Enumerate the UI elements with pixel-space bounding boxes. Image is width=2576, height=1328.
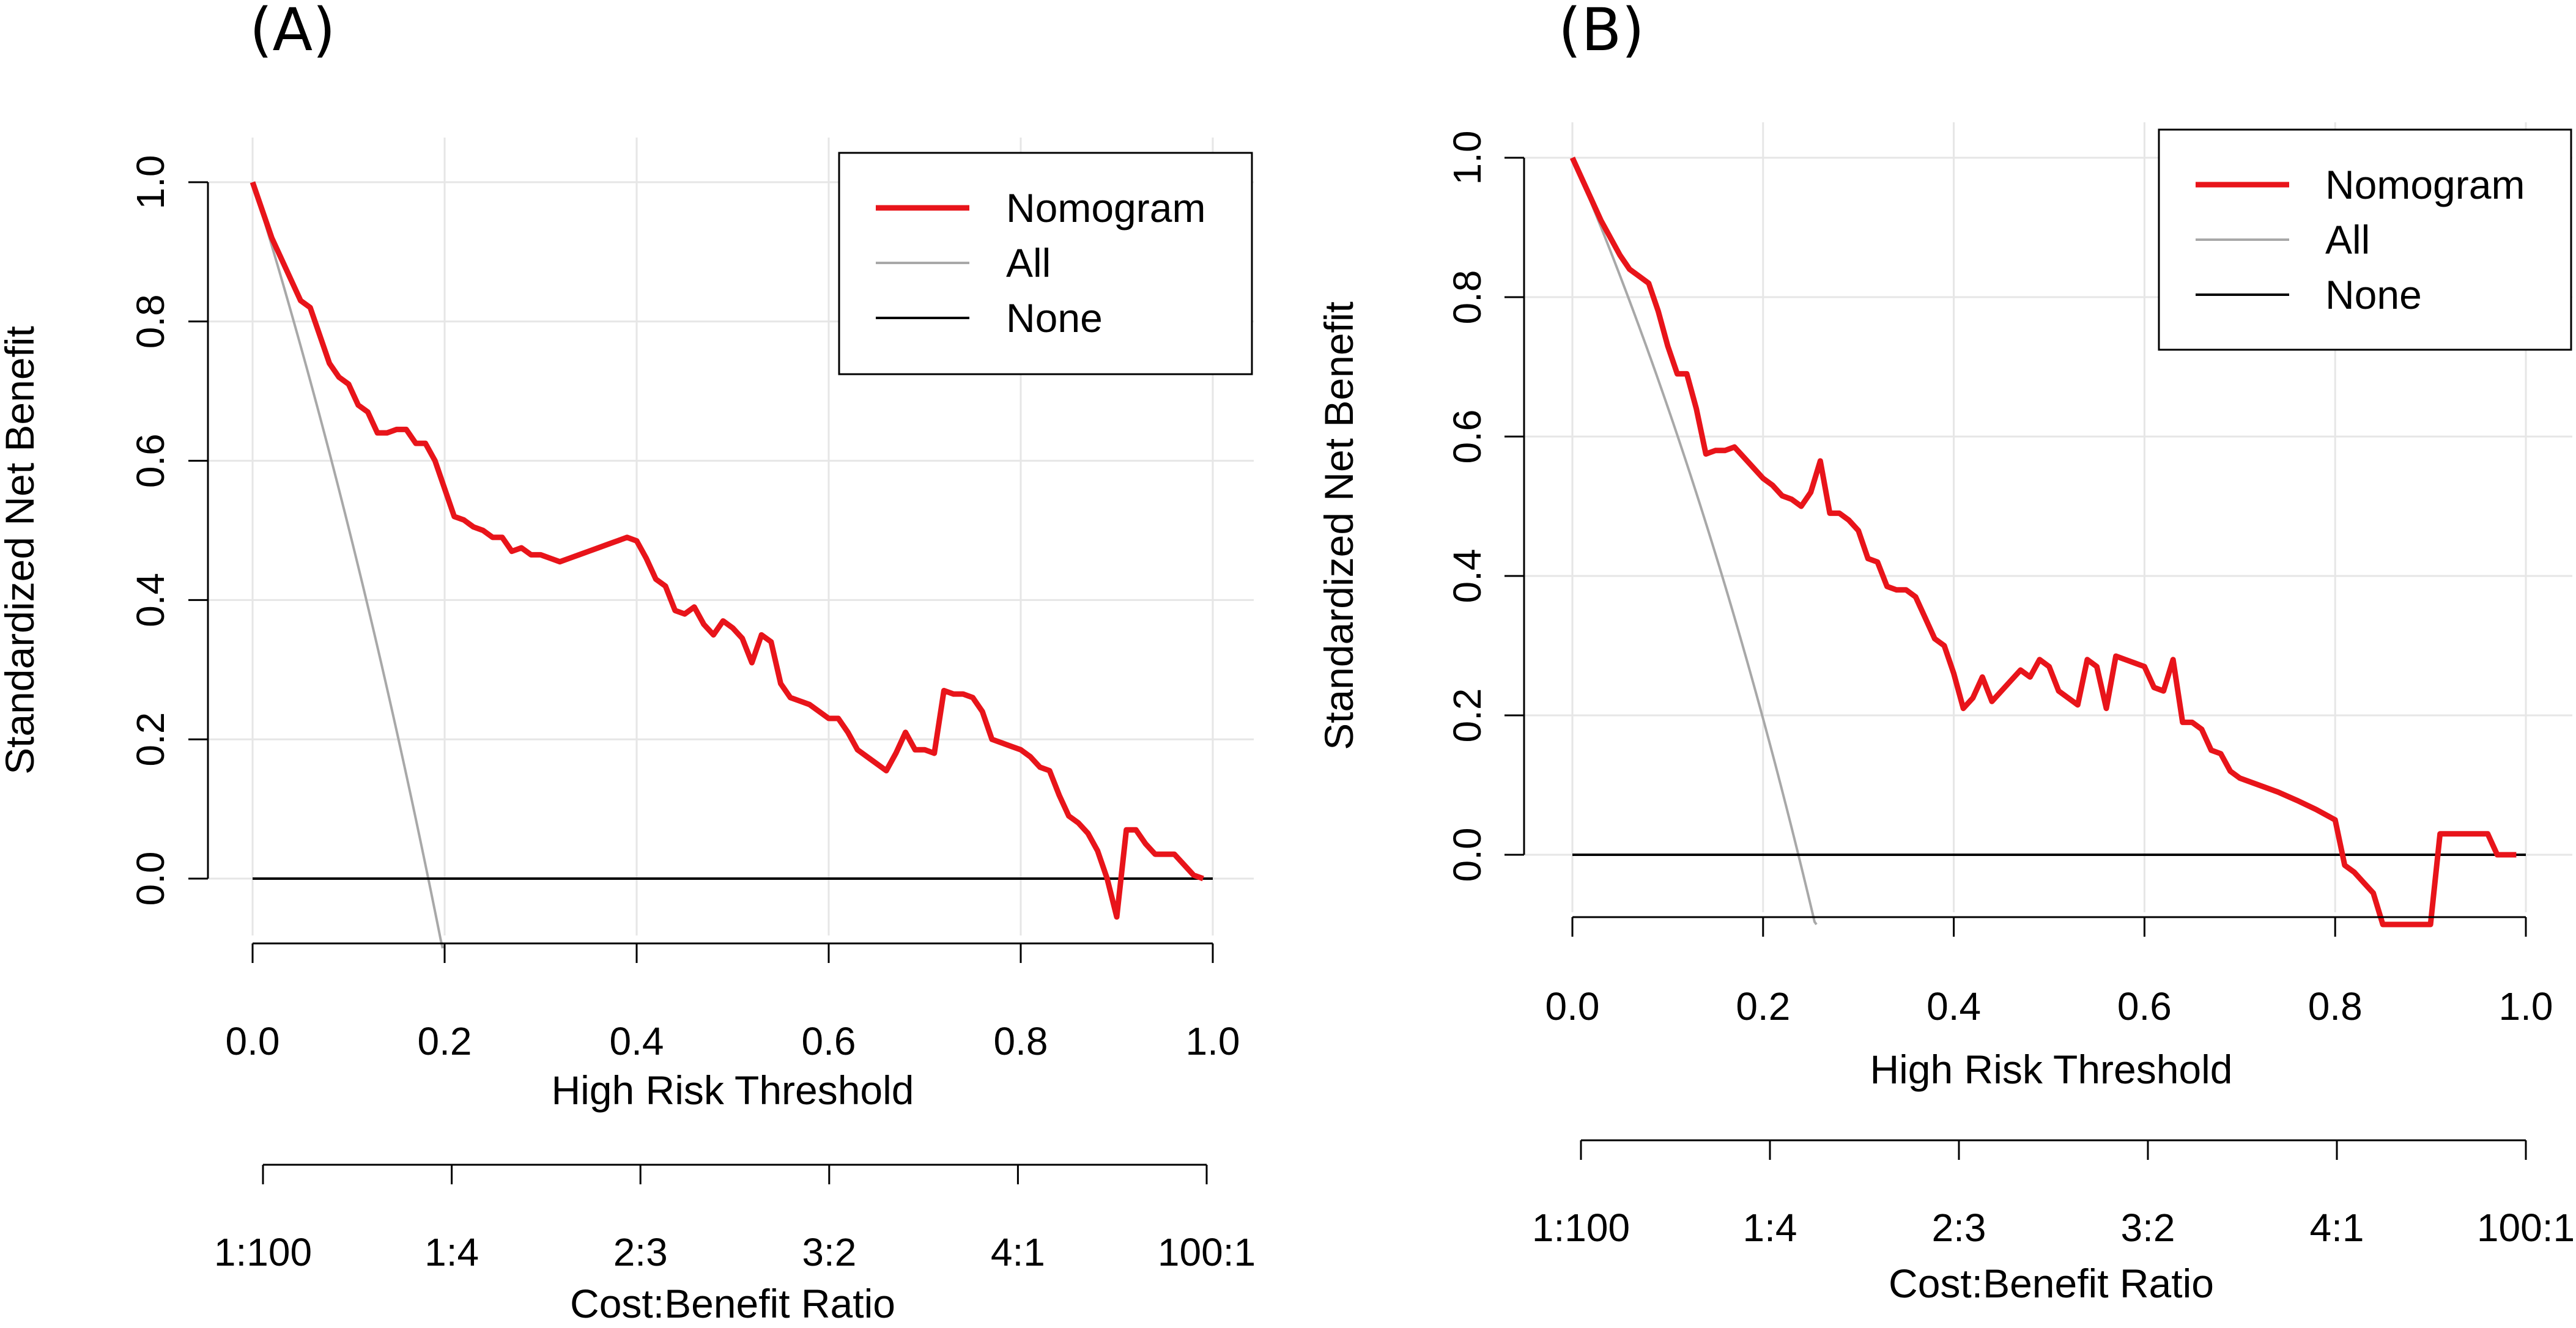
panel-b-x-tick-label-4: 0.8 [2308, 984, 2363, 1028]
panel-a-legend-all: All [1006, 240, 1051, 286]
panel-b-nomogram-series [1569, 157, 2517, 928]
panel-a-y-tick-label-5: 1.0 [128, 155, 172, 210]
panel-a-nomogram-series [250, 181, 1204, 920]
panel-b-x-tick-label-0: 0.0 [1545, 984, 1600, 1028]
panel-b-x-tick-label-3: 0.6 [2117, 984, 2172, 1028]
panel-b-legend: Nomogram All None [2158, 128, 2572, 351]
panel-a-all-line [251, 182, 444, 949]
panel-a-x-axis: 0.0 0.2 0.4 0.6 0.8 1.0 [226, 942, 1240, 1063]
panel-b-legend-none: None [2325, 272, 2422, 317]
panel-b-y-tick-label-3: 0.6 [1445, 410, 1489, 464]
panel-b-x-axis: 0.0 0.2 0.4 0.6 0.8 1.0 [1545, 916, 2553, 1028]
panel-a-x-tick-label-3: 0.6 [802, 1019, 856, 1063]
panel-a-nomogram-line [250, 181, 1204, 920]
panel-b: (B) 0.0 0.2 0.4 0.6 0.8 1.0 0.0 0.2 0.4 0.6 0.8 1.… [1316, 0, 2575, 1306]
panel-b-cb-tick-label-4: 4:1 [2310, 1206, 2364, 1250]
panel-a-cb-tick-label-0: 1:100 [214, 1230, 312, 1274]
panel-b-x-tick-label-5: 1.0 [2499, 984, 2553, 1028]
panel-b-legend-all: All [2325, 217, 2370, 262]
panel-a: (A) 0.0 0.2 0.4 0.6 0.8 1.0 0.0 0.2 0.4 0.6 0.8 1.… [0, 0, 1256, 1326]
panel-a-cost-benefit-axis: 1:100 1:4 2:3 3:2 4:1 100:1 [214, 1164, 1256, 1274]
panel-a-cb-tick-label-1: 1:4 [424, 1230, 479, 1274]
panel-a-all-series [251, 182, 444, 949]
panel-b-cb-tick-label-1: 1:4 [1743, 1206, 1797, 1250]
panel-b-cost-benefit-axis: 1:100 1:4 2:3 3:2 4:1 100:1 [1532, 1139, 2575, 1250]
panel-a-cb-tick-label-2: 2:3 [613, 1230, 668, 1274]
panel-b-all-series [1571, 157, 1818, 926]
panel-a-x-tick-label-4: 0.8 [994, 1019, 1048, 1063]
panel-b-secondary-label: Cost:Benefit Ratio [1889, 1261, 2214, 1306]
panel-b-y-tick-label-1: 0.2 [1445, 688, 1489, 743]
panel-b-x-tick-label-2: 0.4 [1926, 984, 1981, 1028]
panel-b-cb-tick-label-5: 100:1 [2477, 1206, 2575, 1250]
panel-a-cb-tick-label-3: 3:2 [802, 1230, 856, 1274]
panel-label-b: (B) [1558, 0, 1645, 64]
panel-a-legend-nomogram: Nomogram [1006, 185, 1205, 231]
panel-b-legend-nomogram: Nomogram [2325, 162, 2525, 207]
panel-a-legend-none: None [1006, 295, 1103, 341]
panel-a-cb-tick-label-5: 100:1 [1158, 1230, 1256, 1274]
panel-b-y-label: Standardized Net Benefit [1316, 301, 1361, 750]
panel-a-y-tick-label-3: 0.6 [128, 433, 172, 488]
panel-b-all-line [1571, 157, 1818, 926]
panel-a-x-label: High Risk Threshold [551, 1068, 914, 1113]
panel-a-x-tick-label-2: 0.4 [610, 1019, 664, 1063]
panel-a-secondary-label: Cost:Benefit Ratio [570, 1281, 895, 1326]
panel-label-a: (A) [250, 0, 336, 64]
panel-a-x-tick-label-1: 0.2 [418, 1019, 472, 1063]
panel-b-nomogram-line [1569, 157, 2517, 928]
panel-b-cb-tick-label-2: 2:3 [1932, 1206, 1986, 1250]
panel-a-y-axis: 0.0 0.2 0.4 0.6 0.8 1.0 [128, 155, 209, 906]
panel-a-y-tick-label-4: 0.8 [128, 294, 172, 349]
panel-a-x-tick-label-0: 0.0 [226, 1019, 280, 1063]
panel-b-y-tick-label-0: 0.0 [1445, 828, 1489, 882]
panel-b-y-tick-label-4: 0.8 [1445, 270, 1489, 325]
panel-b-cb-tick-label-3: 3:2 [2121, 1206, 2175, 1250]
panel-a-legend: Nomogram All None [838, 152, 1253, 375]
panel-b-x-label: High Risk Threshold [1870, 1047, 2232, 1092]
panel-b-y-tick-label-2: 0.4 [1445, 549, 1489, 603]
panel-a-cb-tick-label-4: 4:1 [991, 1230, 1045, 1274]
panel-a-y-tick-label-0: 0.0 [128, 852, 172, 906]
panel-a-y-tick-label-2: 0.4 [128, 573, 172, 627]
panel-b-cb-tick-label-0: 1:100 [1532, 1206, 1630, 1250]
panel-b-y-axis: 0.0 0.2 0.4 0.6 0.8 1.0 [1445, 131, 1525, 882]
panel-a-x-tick-label-5: 1.0 [1186, 1019, 1240, 1063]
panel-b-y-tick-label-5: 1.0 [1445, 131, 1489, 185]
panel-b-x-tick-label-1: 0.2 [1736, 984, 1790, 1028]
panel-a-y-label: Standardized Net Benefit [0, 326, 42, 775]
panel-a-y-tick-label-1: 0.2 [128, 712, 172, 767]
